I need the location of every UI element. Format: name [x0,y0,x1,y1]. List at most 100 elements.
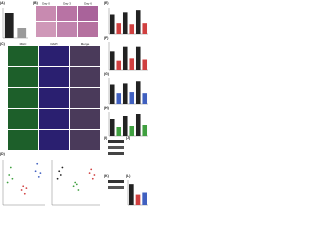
panel-label: (E) [104,1,109,5]
bar [116,93,122,104]
bar [109,84,115,104]
panel-label: (K) [104,174,109,178]
dot [56,177,59,180]
page: MHC DAPI Merge Day 0 Day 3 Day 6 (A) (B) (C) (D) (… [0,0,150,208]
blot-band [108,140,124,143]
dot [77,189,80,191]
day-label: Day 3 [63,1,71,5]
blot-band [108,180,124,183]
dot [88,172,91,175]
dot [37,175,40,178]
panel-label: (A) [0,1,5,5]
fluorescence-image [8,46,38,66]
fluorescence-image [70,67,100,87]
channel-label: Merge [81,42,90,46]
bar [142,59,148,70]
dot [20,189,23,191]
axis [108,42,148,71]
panel-label: (D) [0,152,5,156]
dot [39,172,42,175]
channel-label: MHC [20,42,28,46]
bar [109,119,115,136]
dot [36,162,39,165]
blot-band [108,186,124,189]
dot [91,177,94,180]
bar [129,126,135,136]
dot [25,187,28,190]
bar [122,83,128,104]
bar [142,23,148,34]
micrograph [57,6,77,21]
dot [61,166,64,169]
fluorescence-image [8,109,38,129]
dot [11,177,14,180]
micrographs [36,6,98,37]
micrograph [78,22,98,37]
fluorescence-image [8,88,38,108]
panel-label: (I) [104,136,107,140]
fluorescence-image [70,46,100,66]
panel-label: (J) [126,136,130,140]
axis [127,180,148,206]
bar [17,28,27,38]
bar [129,92,135,104]
blot-band [108,152,124,155]
axis [108,112,148,137]
panel-label: (F) [104,36,108,40]
bar [135,114,141,136]
bar [142,192,147,205]
panel-label: (L) [126,174,130,178]
dot [6,181,9,184]
dot [74,181,77,184]
fluorescence-image [70,109,100,129]
dot [23,192,26,195]
bar [4,13,14,38]
dot [93,174,96,176]
bar [122,116,128,136]
western-blot [108,140,124,189]
bar [116,127,122,136]
figure: MHC DAPI Merge Day 0 Day 3 Day 6 (A) (B) (C) (D) (… [0,1,148,206]
channel-label: DAPI [50,42,57,46]
dot [34,170,37,173]
panel-label: (H) [104,106,109,110]
panel-label: (G) [104,72,109,76]
bar [135,194,141,205]
fluorescence-image [39,88,69,108]
dot [58,170,61,173]
bar [129,58,135,70]
day-label: Day 0 [42,1,50,5]
bar [122,46,128,70]
axis [108,8,148,35]
fluorescence-image [39,130,69,150]
dot [9,166,12,169]
fluorescence-grid [8,46,100,150]
bar [142,125,148,136]
micrograph [36,6,56,21]
dot [22,185,25,188]
fluorescence-image [8,130,38,150]
axis [2,160,45,206]
axis [108,78,148,105]
day-label: Day 6 [84,1,92,5]
dot [59,174,62,176]
bar [135,46,141,70]
bar [116,23,122,34]
dot [90,168,93,171]
fluorescence-image [8,67,38,87]
bar [142,93,148,104]
micrograph [57,22,77,37]
bar [122,12,128,35]
fluorescence-image [39,67,69,87]
bar [129,24,135,34]
bar [116,60,122,70]
bar [135,10,141,34]
bar [109,51,115,70]
dot [72,185,75,188]
bar [129,184,134,205]
fluorescence-image [70,88,100,108]
fluorescence-image [39,109,69,129]
micrograph [36,22,56,37]
bar [135,81,141,104]
fluorescence-image [39,46,69,66]
